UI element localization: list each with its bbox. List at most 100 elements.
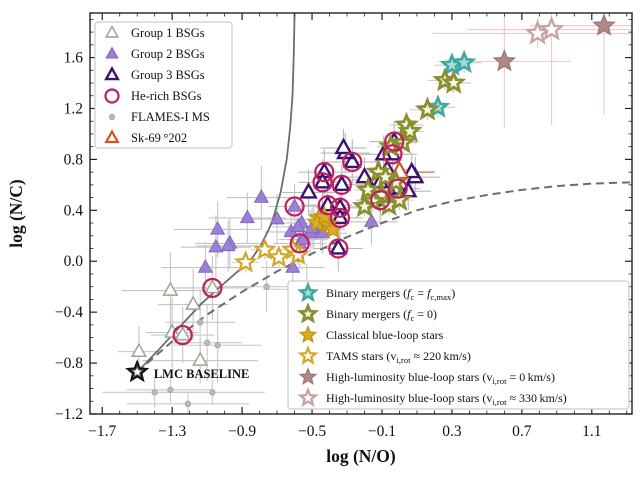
data-point-group1 <box>185 295 202 310</box>
data-point-merger_0 <box>397 118 423 143</box>
legend-item-label: He-rich BSGs <box>131 89 202 103</box>
legend-item-label: High-luminosity blue-loop stars (vi,rot … <box>326 391 567 407</box>
data-point-group2 <box>220 237 236 252</box>
y-tick-label: −1.2 <box>55 406 83 423</box>
data-point-merger_max <box>297 281 319 303</box>
data-point-group1 <box>162 281 179 296</box>
data-point-tams <box>233 250 258 273</box>
data-point-merger_max <box>451 49 477 74</box>
data-point-classical_bl <box>298 325 318 343</box>
data-point-highlum_330 <box>297 386 319 408</box>
lmc-baseline-label: LMC BASELINE <box>154 367 250 381</box>
data-point-herich <box>331 174 352 195</box>
data-point-herich <box>329 197 351 218</box>
data-point-flames <box>151 389 158 396</box>
x-tick-label: −0.5 <box>298 423 326 440</box>
cno-equilibrium-curve <box>136 13 296 373</box>
data-point-highlum_0 <box>592 13 616 36</box>
data-points <box>125 13 616 408</box>
data-point-herich <box>382 144 403 165</box>
legend-item-label: High-luminosity blue-loop stars (vi,rot … <box>326 370 555 386</box>
legend-item-label: Sk-69 °202 <box>131 131 187 145</box>
data-point-group2 <box>239 209 255 224</box>
data-point-herich <box>387 178 408 199</box>
data-point-herich <box>317 195 338 216</box>
data-point-tams <box>252 237 277 260</box>
data-point-group2 <box>290 218 306 233</box>
data-point-herich <box>329 207 351 229</box>
legend-item-tams: TAMS stars (vi,rot ≈ 220 km/s) <box>297 345 471 365</box>
legend-models-box <box>287 280 630 410</box>
legend-models: Binary mergers (fc = fc,max) Binary merge… <box>287 280 630 410</box>
data-point-tams <box>297 345 319 365</box>
data-point-flames <box>167 386 174 394</box>
data-point-group2 <box>197 259 213 273</box>
data-point-group3 <box>104 66 120 81</box>
legend-item-group2: Group 2 BSGs <box>105 46 205 61</box>
data-point-herich <box>314 162 335 183</box>
data-point-group2 <box>286 197 303 212</box>
legend-item-label: Binary mergers (fc = 0) <box>326 307 437 323</box>
legend-item-merger_max: Binary mergers (fc = fc,max) <box>297 281 455 303</box>
data-point-merger_0 <box>414 96 441 121</box>
data-point-highlum_330 <box>538 15 565 41</box>
data-point-merger_0 <box>296 302 320 324</box>
legend-item-highlum_0: High-luminosity blue-loop stars (vi,rot … <box>298 367 555 386</box>
x-tick-label: −1.3 <box>158 423 186 440</box>
data-point-herich <box>284 196 305 217</box>
data-point-herich <box>172 324 193 346</box>
data-point-group3 <box>334 137 353 155</box>
x-tick-label: 0.7 <box>512 423 532 440</box>
x-tick-label: 0.3 <box>442 423 462 440</box>
data-point-flames <box>196 319 204 326</box>
y-tick-label: 0.0 <box>64 253 84 270</box>
data-point-highlum_0 <box>492 48 517 72</box>
legend-item-highlum_330: High-luminosity blue-loop stars (vi,rot … <box>297 386 567 408</box>
partial-mixing-curve <box>136 181 632 373</box>
data-point-herich <box>289 233 310 254</box>
data-point-lmc_baseline <box>132 367 142 376</box>
y-tick-label: 1.2 <box>64 100 83 117</box>
legend-item-herich: He-rich BSGs <box>104 88 202 104</box>
data-point-group1 <box>174 326 191 341</box>
data-point-highlum_0 <box>298 367 318 385</box>
data-point-merger_0 <box>355 176 381 201</box>
data-point-group2 <box>269 210 285 225</box>
legend-item-flames: FLAMES-I MS <box>108 110 210 124</box>
data-point-herich <box>370 190 391 211</box>
legend-item-label: TAMS stars (vi,rot ≈ 220 km/s) <box>326 349 471 365</box>
legend-item-group1: Group 1 BSGs <box>104 24 205 40</box>
data-point-group3 <box>332 174 352 192</box>
data-point-herich <box>312 172 333 193</box>
data-point-group2 <box>210 220 226 235</box>
legend-item-label: Classical blue-loop stars <box>326 328 444 342</box>
data-point-herich <box>384 131 405 152</box>
y-tick-label: 0.8 <box>64 151 84 168</box>
data-point-flames <box>214 342 221 349</box>
x-tick-label: −0.1 <box>368 423 396 440</box>
data-point-group2 <box>208 238 224 253</box>
data-point-group1 <box>104 24 120 38</box>
data-point-sk69 <box>104 129 120 144</box>
legend-item-label: Group 2 BSGs <box>131 47 205 61</box>
data-point-flames <box>203 339 211 346</box>
data-point-herich <box>328 238 349 259</box>
legend-item-label: Group 3 BSGs <box>131 68 205 82</box>
data-point-group3 <box>343 151 362 169</box>
x-tick-label: −0.9 <box>228 423 256 440</box>
legend-item-label: FLAMES-I MS <box>131 110 210 124</box>
legend-item-sk69: Sk-69 °202 <box>104 129 187 145</box>
data-point-group1 <box>130 342 147 358</box>
y-tick-label: −0.4 <box>55 304 83 321</box>
data-point-group1 <box>204 278 221 294</box>
data-point-tams <box>266 244 291 268</box>
legend-item-classical_bl: Classical blue-loop stars <box>298 325 444 343</box>
legend-item-label: Group 1 BSGs <box>131 26 205 40</box>
data-point-group2 <box>105 46 119 59</box>
legend-item-merger_0: Binary mergers (fc = 0) <box>296 302 437 324</box>
data-point-herich <box>104 88 120 104</box>
data-point-group2 <box>253 189 269 203</box>
data-point-group3 <box>402 161 421 179</box>
